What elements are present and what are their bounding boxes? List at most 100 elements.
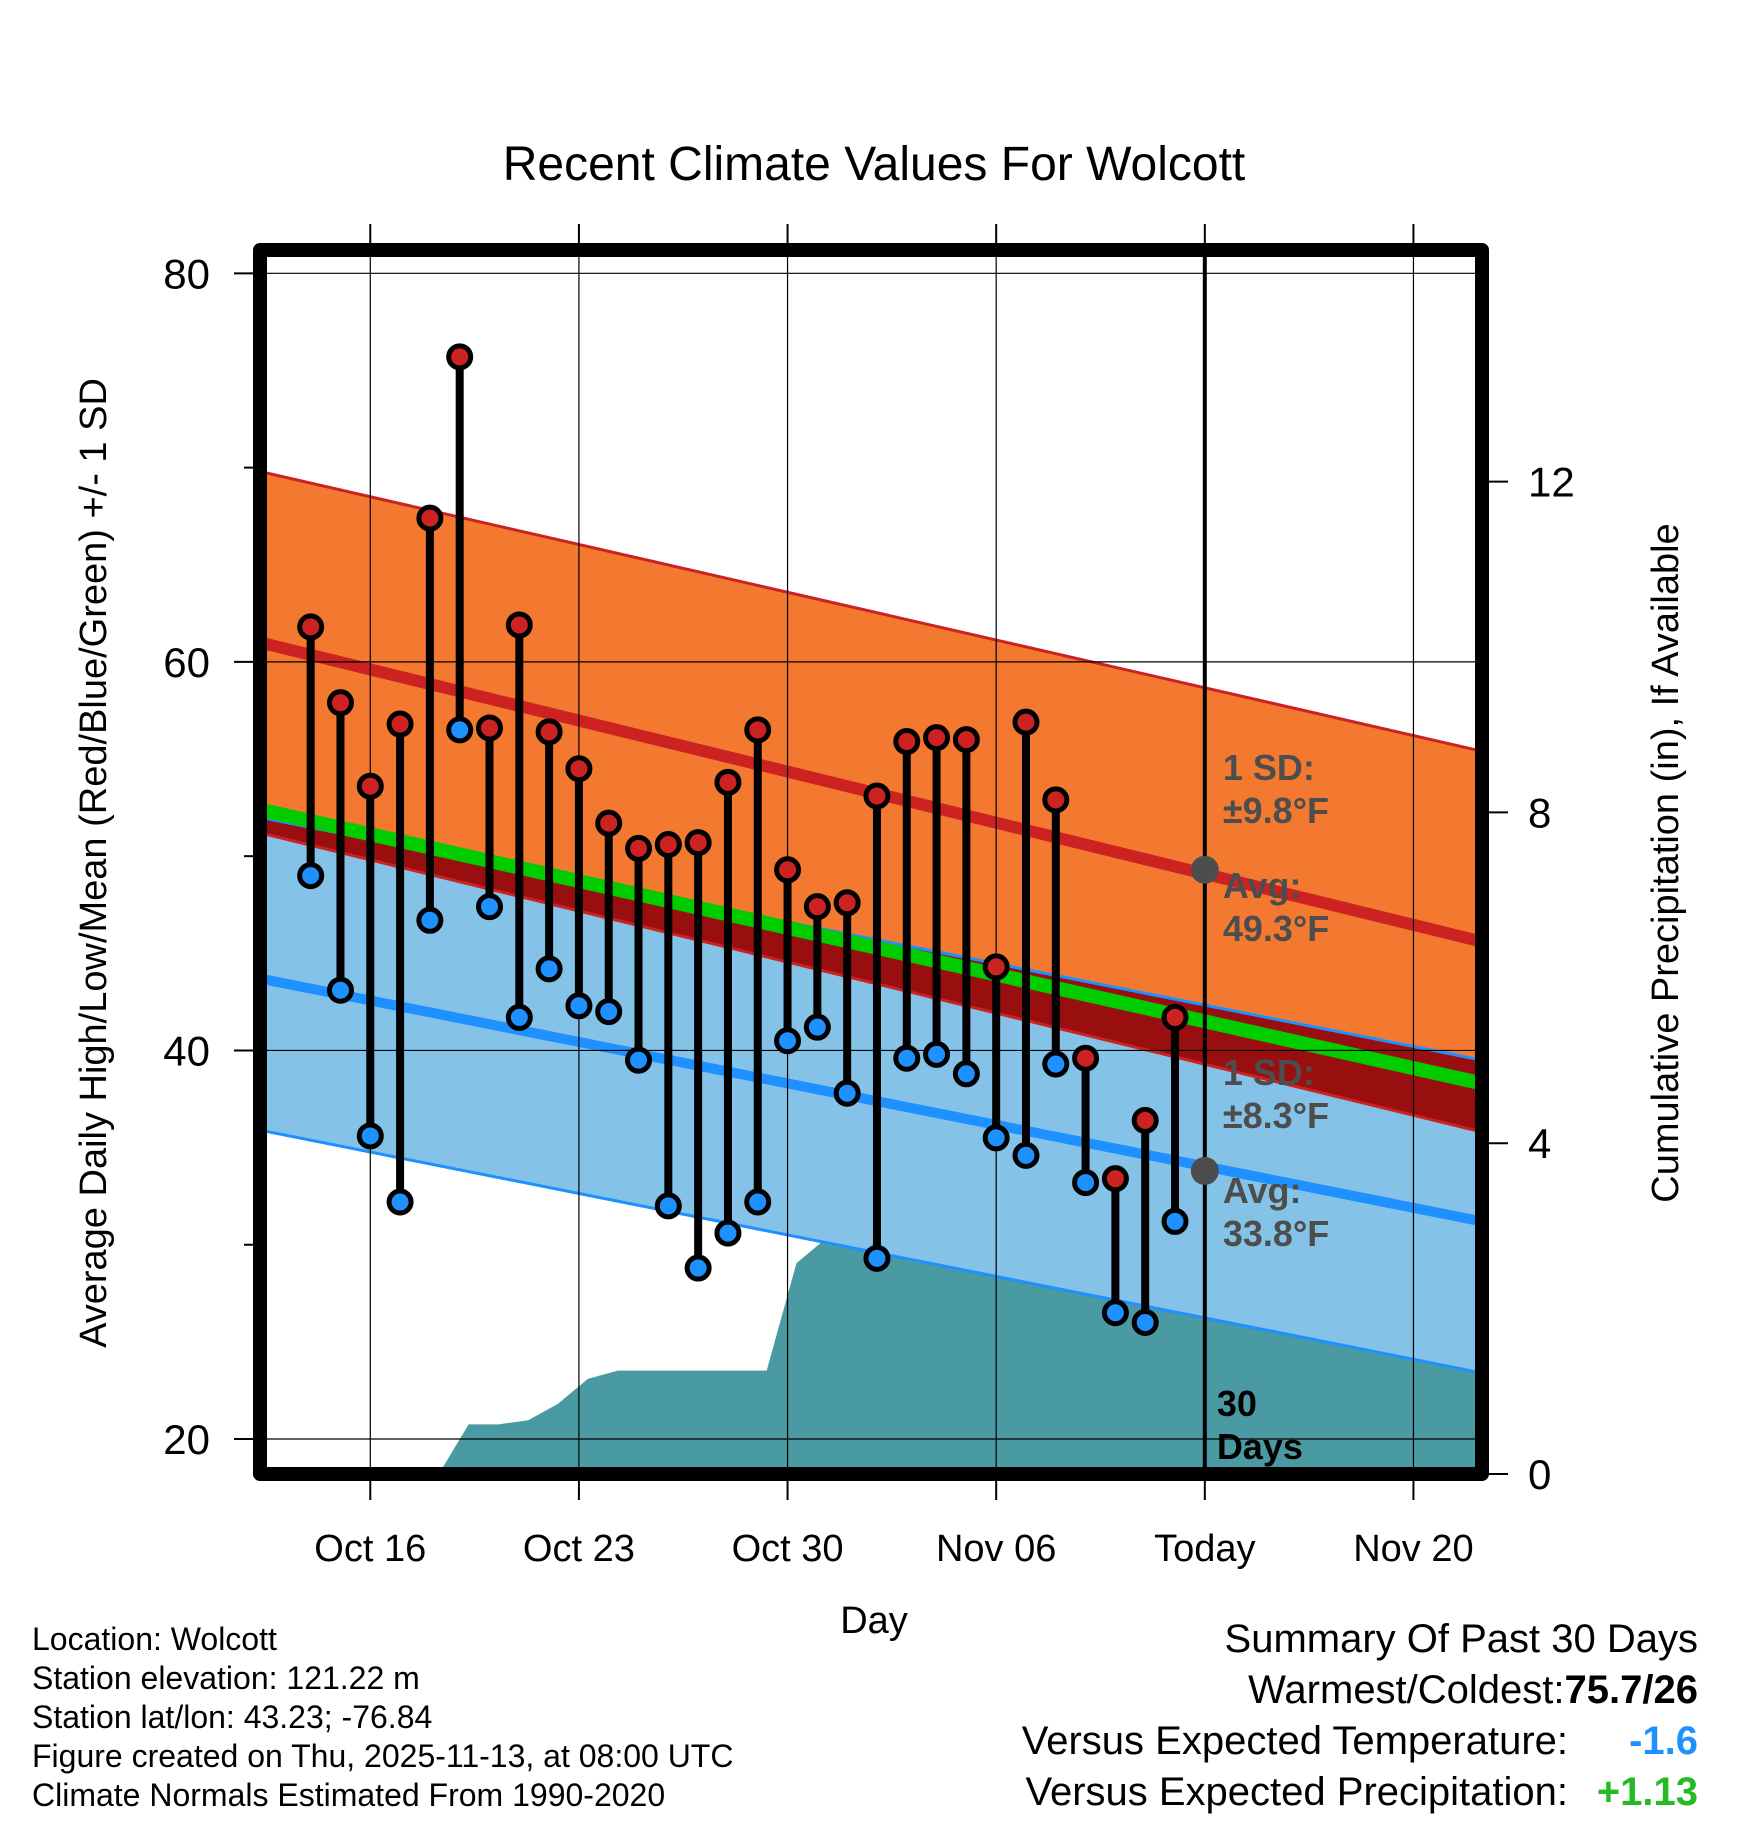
low-point bbox=[535, 955, 563, 983]
high-point bbox=[505, 611, 533, 639]
high-point bbox=[595, 809, 623, 837]
precip-value: +1.13 bbox=[1596, 1770, 1698, 1814]
window-label-line1: 30 bbox=[1217, 1383, 1257, 1424]
chart-title: Recent Climate Values For Wolcott bbox=[503, 138, 1246, 191]
y-tick-label: 20 bbox=[163, 1416, 210, 1463]
high-point bbox=[1131, 1106, 1159, 1134]
low-point bbox=[356, 1122, 384, 1150]
low-point bbox=[1161, 1207, 1189, 1235]
low-point bbox=[833, 1079, 861, 1107]
low-point bbox=[416, 906, 444, 934]
warmest-label: Warmest/Coldest: bbox=[1248, 1668, 1565, 1712]
high-point bbox=[475, 714, 503, 742]
low-point bbox=[982, 1124, 1010, 1152]
high-point bbox=[326, 689, 354, 717]
plot-content bbox=[260, 250, 1482, 1474]
high-point bbox=[297, 613, 325, 641]
y2-tick-label: 4 bbox=[1528, 1120, 1551, 1167]
high-point bbox=[774, 856, 802, 884]
precip-label: Versus Expected Precipitation: bbox=[1025, 1770, 1568, 1814]
temp-label: Versus Expected Temperature: bbox=[1021, 1719, 1568, 1763]
low-avg-dot bbox=[1190, 1156, 1219, 1185]
summary-title: Summary Of Past 30 Days bbox=[1224, 1617, 1698, 1661]
low-point bbox=[684, 1254, 712, 1282]
low-point bbox=[475, 893, 503, 921]
x-tick-label: Oct 16 bbox=[314, 1528, 426, 1570]
low-point bbox=[625, 1046, 653, 1074]
summary-panel: Summary Of Past 30 Days Warmest/Coldest:… bbox=[1022, 1614, 1698, 1818]
low-point bbox=[1072, 1169, 1100, 1197]
low-point bbox=[714, 1219, 742, 1247]
x-axis-label: Day bbox=[840, 1600, 908, 1642]
y2-axis-label: Cumulative Precipitation (in), If Availa… bbox=[1645, 523, 1687, 1202]
low-point bbox=[923, 1040, 951, 1068]
x-tick-label: Oct 23 bbox=[523, 1528, 635, 1570]
created-text: Figure created on Thu, 2025-11-13, at 08… bbox=[32, 1738, 734, 1774]
high-point bbox=[863, 782, 891, 810]
y2-tick-label: 8 bbox=[1528, 789, 1551, 836]
low-point bbox=[1131, 1308, 1159, 1336]
high-point bbox=[952, 726, 980, 754]
high-point bbox=[1161, 1003, 1189, 1031]
y-tick-label: 60 bbox=[163, 639, 210, 686]
y2-tick-label: 12 bbox=[1528, 459, 1575, 506]
low-normal-line bbox=[260, 973, 1482, 1227]
high-point bbox=[923, 724, 951, 752]
low-point bbox=[1042, 1050, 1070, 1078]
x-tick-label: Today bbox=[1154, 1528, 1255, 1570]
latlon-text: Station lat/lon: 43.23; -76.84 bbox=[32, 1699, 433, 1735]
low-point bbox=[297, 862, 325, 890]
high-sd-label: 1 SD: bbox=[1223, 747, 1315, 788]
low-avg-label: Avg: bbox=[1223, 1170, 1302, 1211]
high-point bbox=[1012, 708, 1040, 736]
daily-bars bbox=[297, 343, 1189, 1336]
normals-text: Climate Normals Estimated From 1990-2020 bbox=[32, 1777, 666, 1813]
low-sd-label: 1 SD: bbox=[1223, 1052, 1315, 1093]
high-point bbox=[446, 343, 474, 371]
low-sd-value: ±8.3°F bbox=[1223, 1095, 1329, 1136]
low-point bbox=[505, 1003, 533, 1031]
x-tick-label: Nov 06 bbox=[936, 1528, 1056, 1570]
low-point bbox=[654, 1192, 682, 1220]
high-point bbox=[356, 772, 384, 800]
high-point bbox=[744, 716, 772, 744]
summary-warmest-row: Warmest/Coldest:75.7/26 bbox=[1022, 1665, 1698, 1716]
elevation-text: Station elevation: 121.22 m bbox=[32, 1660, 420, 1696]
low-point bbox=[774, 1027, 802, 1055]
low-point bbox=[565, 992, 593, 1020]
station-info: Location: Wolcott Station elevation: 121… bbox=[32, 1620, 733, 1815]
high-point bbox=[1101, 1165, 1129, 1193]
x-tick-label: Nov 20 bbox=[1353, 1528, 1473, 1570]
low-point bbox=[863, 1244, 891, 1272]
high-point bbox=[1072, 1044, 1100, 1072]
low-point bbox=[326, 976, 354, 1004]
high-point bbox=[625, 834, 653, 862]
high-point bbox=[1042, 786, 1070, 814]
high-point bbox=[565, 755, 593, 783]
high-avg-label: Avg: bbox=[1223, 865, 1302, 906]
high-avg-dot bbox=[1190, 855, 1219, 884]
y2-tick-label: 0 bbox=[1528, 1451, 1551, 1498]
high-point bbox=[416, 504, 444, 532]
high-point bbox=[833, 889, 861, 917]
high-point bbox=[535, 718, 563, 746]
low-point bbox=[893, 1044, 921, 1072]
mean-normal-line bbox=[260, 802, 1482, 1091]
high-lower-line bbox=[260, 831, 1482, 1134]
low-point bbox=[1101, 1299, 1129, 1327]
window-label-line2: Days bbox=[1217, 1426, 1303, 1467]
warmest-value: 75.7/26 bbox=[1564, 1668, 1698, 1712]
location-text: Location: Wolcott bbox=[32, 1621, 277, 1657]
low-point bbox=[595, 998, 623, 1026]
summary-temp-row: Versus Expected Temperature: -1.6 bbox=[1022, 1716, 1698, 1767]
high-point bbox=[684, 829, 712, 857]
y-tick-label: 40 bbox=[163, 1027, 210, 1074]
summary-precip-row: Versus Expected Precipitation: +1.13 bbox=[1022, 1767, 1698, 1818]
high-point bbox=[893, 728, 921, 756]
y-axis-label: Average Daily High/Low/Mean (Red/Blue/Gr… bbox=[73, 378, 115, 1348]
high-point bbox=[714, 768, 742, 796]
high-avg-value: 49.3°F bbox=[1223, 908, 1329, 949]
high-point bbox=[654, 831, 682, 859]
